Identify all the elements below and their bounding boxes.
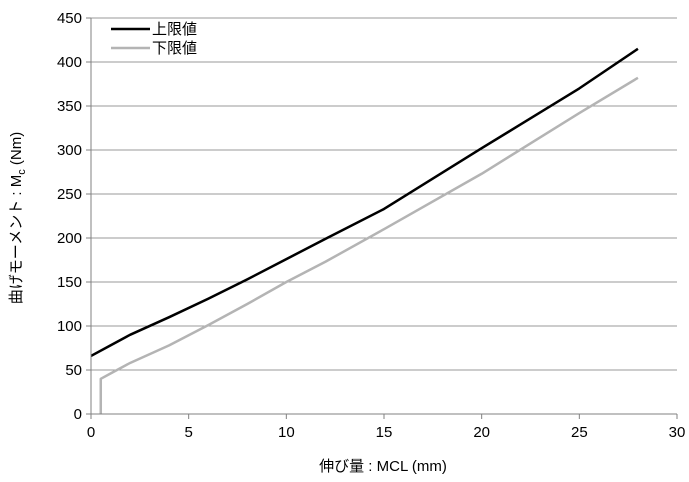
series-lines — [90, 47, 639, 414]
x-tick-label: 0 — [87, 424, 95, 441]
series-line-2 — [99, 76, 639, 414]
y-axis-title-unit: (Nm) — [8, 132, 25, 170]
y-tick-label: 200 — [57, 230, 82, 247]
x-tick-label: 20 — [473, 424, 490, 441]
y-tick-label: 150 — [57, 274, 82, 291]
gridlines — [91, 17, 677, 371]
y-tick-label: 450 — [57, 10, 82, 27]
y-axis-title-subscript: c — [16, 169, 28, 175]
x-tick-label: 25 — [571, 424, 588, 441]
x-tick-label: 30 — [669, 424, 686, 441]
legend-label-1: 上限値 — [152, 21, 197, 38]
y-tick-label: 50 — [65, 362, 82, 379]
x-tick-label: 15 — [376, 424, 393, 441]
y-tick-label: 250 — [57, 186, 82, 203]
y-tick-label: 400 — [57, 54, 82, 71]
x-tick-label: 5 — [184, 424, 192, 441]
y-tick-label: 0 — [74, 406, 82, 423]
y-axis-title-main: 曲げモーメント : M — [8, 175, 25, 304]
y-tick-labels: 0 50 100 150 200 250 300 350 400 450 — [57, 10, 82, 423]
series-line-1 — [90, 47, 639, 358]
x-axis-title: 伸び量 : MCL (mm) — [319, 458, 447, 475]
x-tick-labels: 0 5 10 15 20 25 30 — [87, 424, 686, 441]
legend-label-2: 下限値 — [152, 40, 197, 57]
y-tick-label: 300 — [57, 142, 82, 159]
y-tick-label: 100 — [57, 318, 82, 335]
x-tick-label: 10 — [278, 424, 295, 441]
y-axis-title: 曲げモーメント : Mc (Nm) — [8, 132, 28, 304]
y-tick-label: 350 — [57, 98, 82, 115]
axes — [86, 17, 678, 419]
